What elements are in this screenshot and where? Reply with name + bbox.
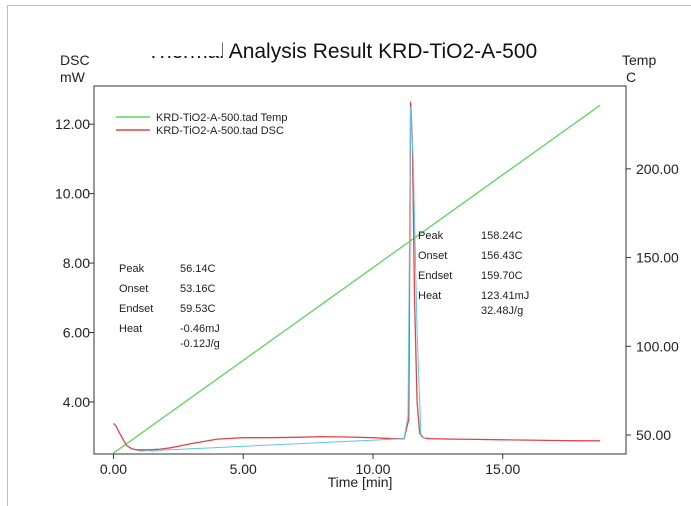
- y-right-tick-label: 150.00: [636, 250, 679, 266]
- peak-annotation-left-value: 56.14C: [180, 263, 216, 275]
- peak-annotation-right-value: 158.24C: [481, 230, 523, 242]
- peak-annotation-right-label: Endset: [418, 270, 452, 282]
- peak-annotation-right-value: 159.70C: [481, 270, 523, 282]
- x-axis-title: Time [min]: [328, 474, 393, 490]
- peak-annotation-left-value: 59.53C: [180, 303, 216, 315]
- peak-annotation-right-value: 32.48J/g: [481, 305, 523, 317]
- y-left-tick-label: 12.00: [55, 116, 90, 132]
- y-left-tick-label: 10.00: [55, 186, 90, 202]
- y-right-axis-title-line1: Temp: [622, 52, 656, 68]
- legend-label: KRD-TiO2-A-500.tad DSC: [156, 125, 284, 137]
- peak-annotation-left-label: Heat: [119, 323, 142, 335]
- x-tick-label: 0.00: [100, 461, 127, 477]
- peak-annotation-left-label: Onset: [119, 283, 148, 295]
- y-left-axis-title-line1: DSC: [60, 52, 90, 68]
- peak-annotation-left-label: Endset: [119, 303, 153, 315]
- peak-annotation-left-value: -0.12J/g: [180, 338, 220, 350]
- y-right-tick-label: 50.00: [636, 427, 671, 443]
- plot-area-frame: [93, 85, 627, 455]
- peak-annotation-right-label: Peak: [418, 230, 444, 242]
- dsc-baseline-highlight-line: [136, 106, 426, 452]
- peak-annotation-right-label: Heat: [418, 290, 441, 302]
- peak-annotation-right-value: 123.41mJ: [481, 290, 529, 302]
- x-tick-label: 5.00: [230, 461, 257, 477]
- y-left-axis-title-line2: mW: [60, 69, 86, 85]
- title-occlusion: [140, 34, 222, 56]
- legend-label: KRD-TiO2-A-500.tad Temp: [156, 112, 287, 124]
- frame-left-border: [7, 5, 8, 506]
- y-right-tick-label: 200.00: [636, 161, 679, 177]
- dsc-series-line: [113, 101, 600, 451]
- y-left-tick-label: 4.00: [63, 394, 90, 410]
- peak-annotation-right-label: Onset: [418, 250, 447, 262]
- chart-title: Thermal Analysis Result KRD-TiO2-A-500: [147, 40, 537, 63]
- y-right-tick-label: 100.00: [636, 338, 679, 354]
- peak-annotation-left-label: Peak: [119, 263, 145, 275]
- y-left-tick-label: 6.00: [63, 324, 90, 340]
- x-tick-label: 15.00: [485, 461, 520, 477]
- x-tick-label: 10.00: [355, 461, 390, 477]
- frame-top-border: [7, 5, 691, 6]
- y-left-tick-label: 8.00: [63, 255, 90, 271]
- peak-annotation-left-value: -0.46mJ: [180, 323, 220, 335]
- temp-series-line: [113, 104, 601, 454]
- y-right-axis-title-line2: C: [626, 69, 636, 85]
- peak-annotation-left-value: 53.16C: [180, 283, 216, 295]
- peak-annotation-right-value: 156.43C: [481, 250, 523, 262]
